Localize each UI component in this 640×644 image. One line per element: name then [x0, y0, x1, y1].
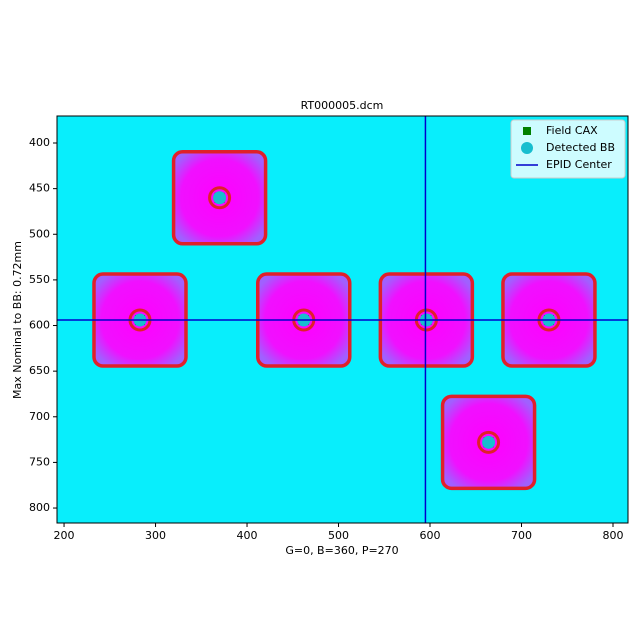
bb-contour: [208, 186, 232, 210]
y-tick-label: 500: [29, 227, 50, 240]
legend-box: [510, 119, 626, 179]
legend-label: EPID Center: [546, 158, 612, 171]
x-tick-label: 600: [420, 529, 441, 542]
plot-area: [57, 116, 628, 523]
x-tick-label: 500: [328, 529, 349, 542]
y-tick-label: 400: [29, 136, 50, 149]
x-tick-label: 700: [511, 529, 532, 542]
legend-marker: [521, 142, 533, 154]
x-axis-label: G=0, B=360, P=270: [285, 544, 398, 557]
y-tick-label: 450: [29, 182, 50, 195]
y-tick-label: 750: [29, 455, 50, 468]
chart-title: RT000005.dcm: [301, 99, 384, 112]
legend-marker: [523, 127, 531, 135]
x-tick-label: 300: [145, 529, 166, 542]
y-tick-label: 550: [29, 273, 50, 286]
legend-label: Field CAX: [546, 124, 598, 137]
x-tick-label: 400: [237, 529, 258, 542]
y-tick-label: 800: [29, 501, 50, 514]
bb-contour: [477, 430, 501, 454]
detected-bb: [213, 191, 227, 205]
detected-bb: [482, 435, 496, 449]
y-axis-label: Max Nominal to BB: 0.72mm: [11, 241, 24, 399]
x-tick-label: 800: [602, 529, 623, 542]
legend: Field CAX Detected BB EPID Center: [510, 119, 626, 179]
axes-frame: [56, 115, 629, 524]
y-tick-label: 600: [29, 319, 50, 332]
legend-label: Detected BB: [546, 141, 615, 154]
x-tick-label: 200: [54, 529, 75, 542]
y-tick-label: 700: [29, 410, 50, 423]
y-tick-label: 650: [29, 364, 50, 377]
